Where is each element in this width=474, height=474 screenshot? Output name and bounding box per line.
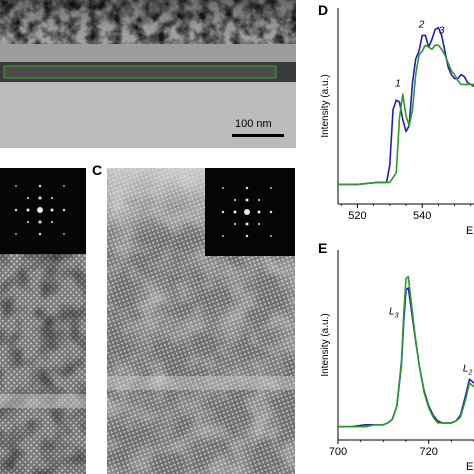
- chart-e-x-axis-label: Energy: [466, 461, 474, 473]
- panel-label-c: C: [92, 162, 103, 178]
- chart-d-y-axis-label: Intensity (a.u.): [320, 74, 331, 137]
- chart-e: 700 720 Energy Intensity (a.u.) L3 L2: [320, 250, 474, 473]
- panel-label-d: D: [318, 2, 329, 18]
- chart-e-x-tick-label: 700: [329, 446, 347, 458]
- chart-d-series-line: [338, 44, 474, 186]
- chart-d-series-line: [338, 26, 474, 186]
- tem-overview-image: 100 nm: [0, 0, 296, 148]
- tem-overview-svg: [0, 0, 296, 148]
- highlighted-region-box: [3, 65, 277, 79]
- hrtem-left-svg: [0, 168, 86, 474]
- interface-band: [107, 376, 295, 390]
- chart-d-peak-label: 2: [418, 20, 425, 31]
- chart-e-peak-label: L2: [463, 364, 473, 377]
- interface-band: [0, 394, 86, 408]
- scale-bar: [232, 134, 284, 137]
- scale-bar-label: 100 nm: [235, 118, 272, 130]
- chart-d-x-tick-label: 520: [348, 210, 366, 222]
- particle-texture: [0, 0, 296, 48]
- chart-d-peak-label: 3: [439, 25, 445, 36]
- chart-d-x-axis-label: Energy: [466, 225, 474, 237]
- hrtem-left-image: [0, 168, 86, 474]
- chart-e-x-tick-label: 720: [419, 446, 437, 458]
- fft-spots: [221, 186, 273, 238]
- chart-e-series-line: [338, 275, 474, 428]
- hrtem-right-svg: [107, 168, 295, 474]
- fft-spots: [14, 184, 66, 236]
- chart-e-y-axis-label: Intensity (a.u.): [320, 313, 331, 376]
- panel-label-e: E: [318, 240, 328, 256]
- gap-band: [0, 44, 296, 64]
- chart-d-peak-label: 1: [395, 78, 401, 89]
- fft-inset: [0, 168, 86, 254]
- chart-e-peak-label: L3: [389, 307, 399, 320]
- chart-e-series-line: [338, 287, 474, 428]
- substrate-region: [0, 82, 296, 148]
- hrtem-right-image: [107, 168, 295, 474]
- chart-d-x-tick-label: 540: [413, 210, 431, 222]
- chart-d: 520 540 Energy Intensity (a.u.) 1 2 3: [320, 8, 474, 237]
